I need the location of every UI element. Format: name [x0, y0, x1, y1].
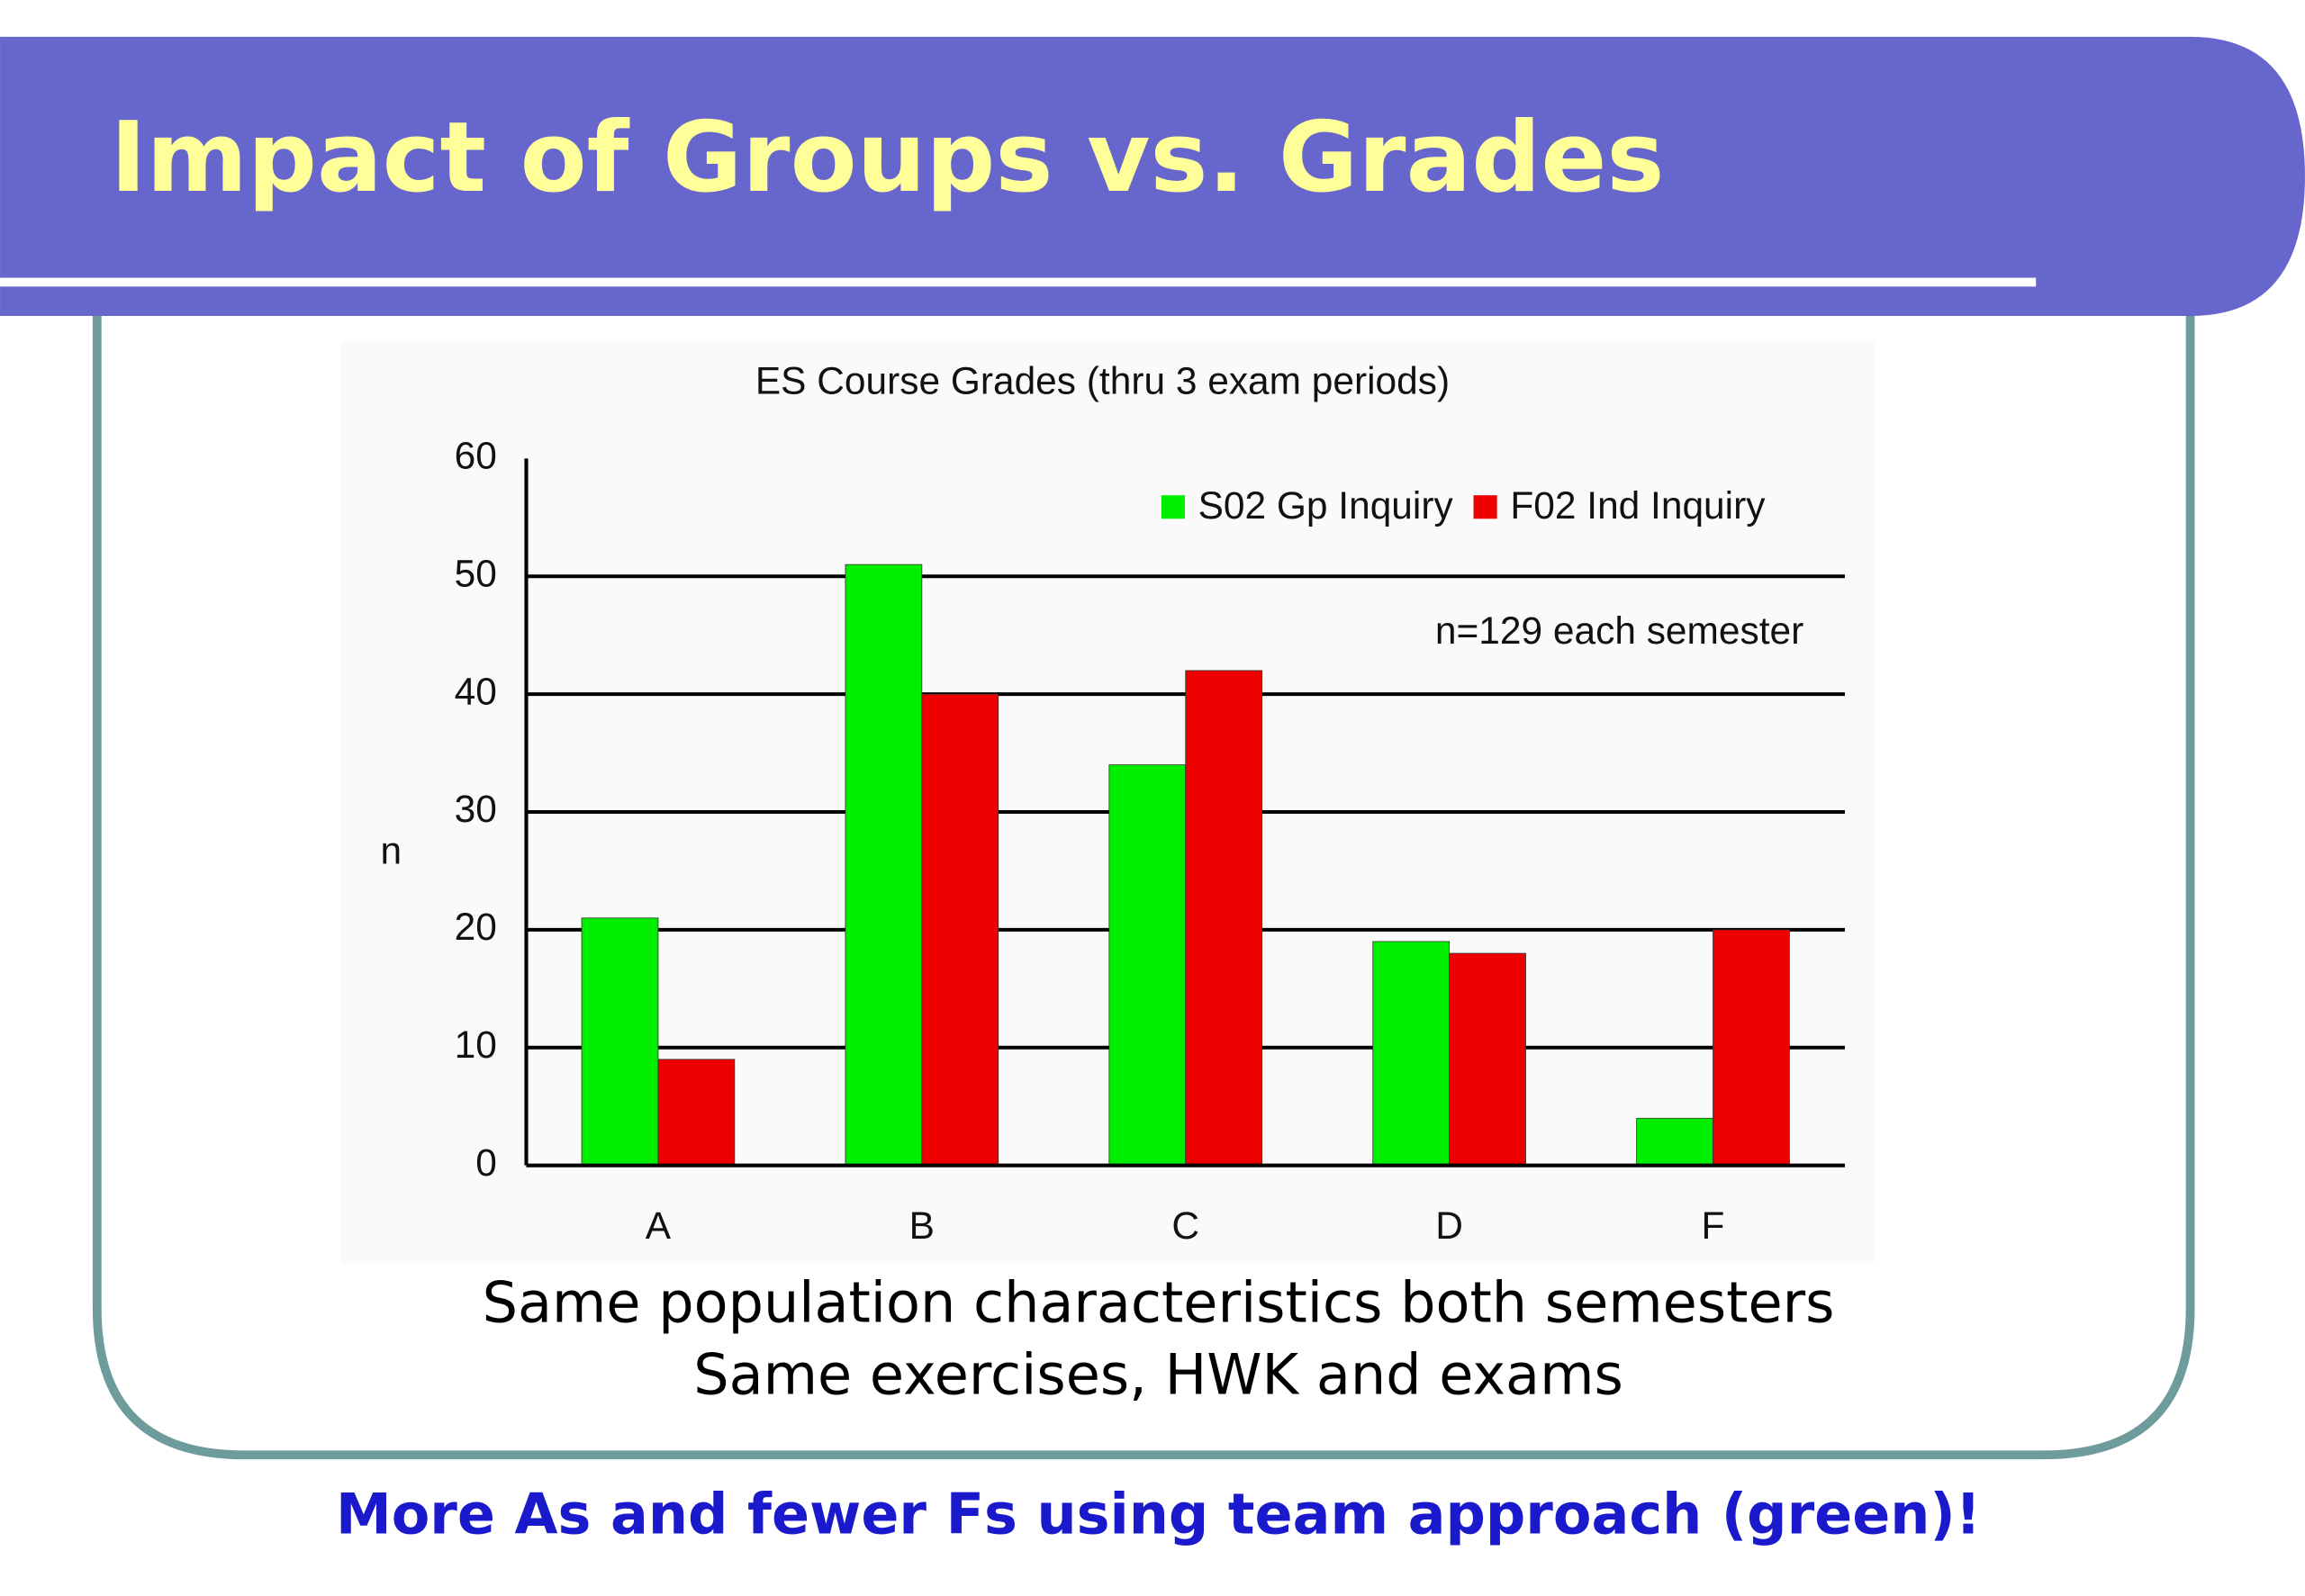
- header-rule: [0, 277, 2037, 287]
- note: Same population characteristics both sem…: [483, 1269, 1835, 1335]
- annotation: n=129 each semester: [1435, 609, 1803, 652]
- bar: [1713, 929, 1790, 1167]
- bar: [845, 564, 923, 1167]
- header-band: [0, 36, 2305, 317]
- y-tick-label: 0: [475, 1141, 497, 1184]
- legend-label: S02 Gp Inquiry: [1198, 484, 1454, 527]
- slide-title: Impact of Groups vs. Grades: [110, 102, 1664, 214]
- x-tick-label: A: [646, 1204, 672, 1247]
- legend-swatch: [1161, 495, 1185, 519]
- y-tick-label: 40: [455, 670, 497, 712]
- y-tick-label: 10: [455, 1023, 497, 1066]
- y-tick-label: 50: [455, 552, 497, 594]
- y-tick-label: 60: [455, 435, 497, 477]
- legend-swatch: [1473, 495, 1497, 519]
- bar: [1372, 941, 1451, 1167]
- x-tick-label: F: [1702, 1204, 1725, 1247]
- x-tick-label: B: [909, 1204, 935, 1247]
- y-tick-label: 20: [455, 906, 497, 948]
- bar: [581, 917, 659, 1167]
- bar: [657, 1059, 736, 1167]
- chart-title: ES Course Grades (thru 3 exam periods): [755, 359, 1450, 401]
- bar: [921, 693, 999, 1167]
- y-tick-label: 30: [455, 788, 497, 830]
- bar: [1636, 1117, 1713, 1167]
- footer: More As and fewer Fs using team approach…: [336, 1482, 1981, 1547]
- bar: [1185, 670, 1263, 1167]
- bar: [1449, 952, 1526, 1167]
- x-tick-label: C: [1171, 1204, 1199, 1247]
- legend-label: F02 Ind Inquiry: [1510, 484, 1766, 527]
- content-frame: [92, 293, 2195, 1460]
- y-axis-label: n: [381, 830, 402, 872]
- plot: 0 10 20 30 40 50 60 A B C D F S02 Gp Inquiry F02 Ind …: [455, 435, 1845, 1247]
- bar: [1108, 764, 1187, 1167]
- x-tick-label: D: [1435, 1204, 1463, 1247]
- note: Same exercises, HWK and exams: [693, 1341, 1623, 1407]
